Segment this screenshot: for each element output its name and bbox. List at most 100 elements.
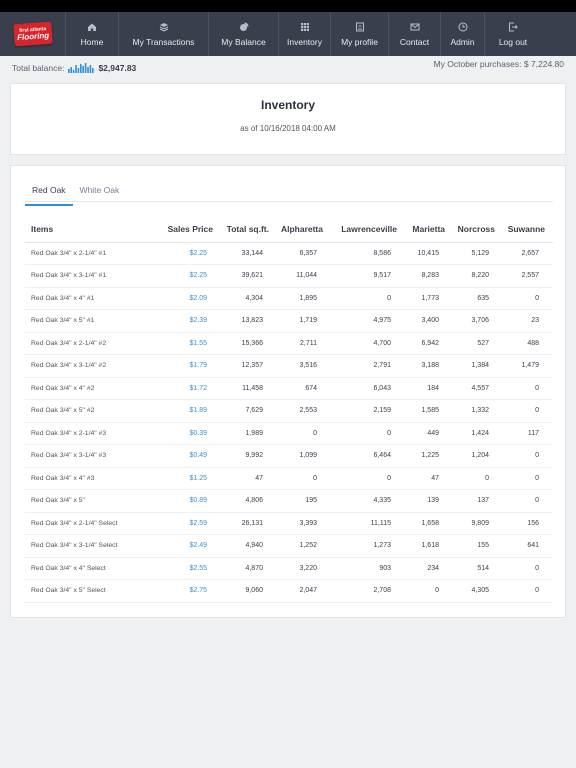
col-suwanne-cell: 2,557: [503, 264, 553, 288]
table-row[interactable]: Red Oak 3/4" x 3-1/4" #2 $1.79 12,357 3,516…: [25, 354, 553, 378]
table-row[interactable]: Red Oak 3/4" x 4" #3 $1.25 47 0 0 47 0 0: [25, 467, 553, 490]
nav-my-balance[interactable]: My Balance: [209, 12, 279, 56]
clock-icon: [458, 22, 468, 32]
col-lawrenceville-cell: 1,273: [331, 534, 405, 558]
col-sales-price-cell: $0.49: [153, 444, 221, 468]
col-marietta-cell: 6,942: [405, 332, 453, 355]
col-sales-price-header[interactable]: Sales Price: [153, 217, 221, 243]
nav-my-transactions[interactable]: My Transactions: [119, 12, 209, 56]
col-items-cell: Red Oak 3/4" x 4" #2: [25, 377, 153, 400]
layers-icon: [159, 22, 169, 32]
col-items-cell: Red Oak 3/4" x 3-1/4" Select: [25, 534, 153, 558]
col-suwanne-cell: 641: [503, 534, 553, 558]
col-norcross-cell: 4,305: [453, 579, 503, 603]
table-row[interactable]: Red Oak 3/4" x 5" #1 $2.39 13,823 1,719 4,97…: [25, 309, 553, 333]
col-alpharetta-cell: 3,220: [277, 557, 331, 580]
col-total-sqft-cell: 26,131: [221, 512, 277, 535]
col-suwanne-header[interactable]: Suwanne: [503, 217, 553, 243]
logo[interactable]: first atlanta Flooring: [0, 12, 66, 56]
table-row[interactable]: Red Oak 3/4" x 5" $0.89 4,806 195 4,335 139 13…: [25, 489, 553, 513]
col-suwanne-cell: 0: [503, 467, 553, 490]
col-lawrenceville-cell: 6,464: [331, 444, 405, 468]
col-lawrenceville-cell: 8,586: [331, 242, 405, 265]
col-lawrenceville-cell: 4,335: [331, 489, 405, 513]
nav-label: Inventory: [287, 36, 322, 47]
col-total-sqft-cell: 4,940: [221, 534, 277, 558]
col-norcross-cell: 1,424: [453, 422, 503, 445]
col-sales-price-cell: $1.55: [153, 332, 221, 355]
table-row[interactable]: Red Oak 3/4" x 3-1/4" #3 $0.49 9,992 1,099 6…: [25, 444, 553, 468]
col-items-cell: Red Oak 3/4" x 4" Select: [25, 557, 153, 580]
tabs-divider: [25, 201, 553, 202]
col-alpharetta-cell: 0: [277, 422, 331, 445]
col-items-cell: Red Oak 3/4" x 2-1/4" #3: [25, 422, 153, 445]
col-norcross-cell: 635: [453, 287, 503, 310]
col-alpharetta-cell: 2,553: [277, 399, 331, 423]
nav-my-profile[interactable]: My profile: [331, 12, 389, 56]
col-norcross-cell: 4,557: [453, 377, 503, 400]
col-norcross-header[interactable]: Norcross: [453, 217, 503, 243]
tab-red-oak[interactable]: Red Oak: [25, 180, 73, 206]
table-row[interactable]: Red Oak 3/4" x 4" #2 $1.72 11,458 674 6,043 1…: [25, 377, 553, 400]
col-total-sqft-header[interactable]: Total sq.ft.: [221, 217, 277, 243]
col-alpharetta-cell: 1,895: [277, 287, 331, 310]
col-alpharetta-cell: 674: [277, 377, 331, 400]
col-total-sqft-cell: 4,806: [221, 489, 277, 513]
col-sales-price-cell: $1.89: [153, 399, 221, 423]
col-lawrenceville-cell: 0: [331, 287, 405, 310]
purchases-label: My October purchases:: [433, 59, 522, 69]
col-alpharetta-header[interactable]: Alpharetta: [277, 217, 331, 243]
total-balance-value: $2,947.83: [98, 63, 137, 73]
col-sales-price-cell: $2.09: [153, 287, 221, 310]
col-items-header[interactable]: Items: [25, 217, 153, 243]
table-row[interactable]: Red Oak 3/4" x 3-1/4" Select $2.49 4,940 1,…: [25, 534, 553, 558]
tab-white-oak[interactable]: White Oak: [79, 185, 120, 195]
nav-label: My profile: [341, 36, 378, 47]
october-purchases: My October purchases: $ 7,224.80: [434, 59, 564, 69]
col-norcross-cell: 8,220: [453, 264, 503, 288]
table-row[interactable]: Red Oak 3/4" x 2-1/4" #3 $0.39 1,989 0 0 449 1…: [25, 422, 553, 445]
table-row[interactable]: Red Oak 3/4" x 2-1/4" Select $2.59 26,131 3…: [25, 512, 553, 535]
col-lawrenceville-cell: 0: [331, 467, 405, 490]
col-lawrenceville-cell: 2,159: [331, 399, 405, 423]
col-sales-price-cell: $2.49: [153, 534, 221, 558]
col-lawrenceville-header[interactable]: Lawrenceville: [331, 217, 405, 243]
col-suwanne-cell: 0: [503, 579, 553, 603]
table-row[interactable]: Red Oak 3/4" x 5" #2 $1.89 7,629 2,553 2,159…: [25, 399, 553, 423]
nav-label: Home: [80, 36, 104, 47]
col-alpharetta-cell: 6,357: [277, 242, 331, 265]
col-suwanne-cell: 156: [503, 512, 553, 535]
col-items-cell: Red Oak 3/4" x 5" Select: [25, 579, 153, 603]
logout-icon: [508, 22, 518, 32]
col-sales-price-cell: $2.39: [153, 309, 221, 333]
col-marietta-cell: 1,585: [405, 399, 453, 423]
table-row[interactable]: Red Oak 3/4" x 4" Select $2.55 4,870 3,220 9…: [25, 557, 553, 580]
nav-log-out[interactable]: Log out: [485, 12, 541, 56]
table-row[interactable]: Red Oak 3/4" x 5" Select $2.75 9,060 2,047 2…: [25, 579, 553, 603]
col-items-cell: Red Oak 3/4" x 3-1/4" #2: [25, 354, 153, 378]
col-sales-price-cell: $2.25: [153, 264, 221, 288]
nav-admin[interactable]: Admin: [441, 12, 485, 56]
table-row[interactable]: Red Oak 3/4" x 2-1/4" #1 $2.25 33,144 6,357…: [25, 242, 553, 265]
col-alpharetta-cell: 3,393: [277, 512, 331, 535]
col-alpharetta-cell: 1,252: [277, 534, 331, 558]
nav-contact[interactable]: Contact: [389, 12, 441, 56]
table-row[interactable]: Red Oak 3/4" x 2-1/4" #2 $1.55 15,366 2,711…: [25, 332, 553, 355]
nav-home[interactable]: Home: [66, 12, 119, 56]
col-suwanne-cell: 0: [503, 444, 553, 468]
col-marietta-header[interactable]: Marietta: [405, 217, 453, 243]
balance-bar: Total balance: $2,947.83 My October purc…: [0, 56, 576, 78]
col-total-sqft-cell: 12,357: [221, 354, 277, 378]
col-lawrenceville-cell: 0: [331, 422, 405, 445]
table-row[interactable]: Red Oak 3/4" x 4" #1 $2.09 4,304 1,895 0 1,77…: [25, 287, 553, 310]
col-norcross-cell: 1,204: [453, 444, 503, 468]
col-items-cell: Red Oak 3/4" x 2-1/4" #1: [25, 242, 153, 265]
col-norcross-cell: 0: [453, 467, 503, 490]
col-alpharetta-cell: 3,516: [277, 354, 331, 378]
table-row[interactable]: Red Oak 3/4" x 3-1/4" #1 $2.25 39,621 11,04…: [25, 264, 553, 288]
total-balance: Total balance: $2,947.83: [12, 63, 136, 73]
nav-inventory[interactable]: Inventory: [279, 12, 331, 56]
col-items-cell: Red Oak 3/4" x 3-1/4" #1: [25, 264, 153, 288]
col-lawrenceville-cell: 2,708: [331, 579, 405, 603]
col-norcross-cell: 514: [453, 557, 503, 580]
